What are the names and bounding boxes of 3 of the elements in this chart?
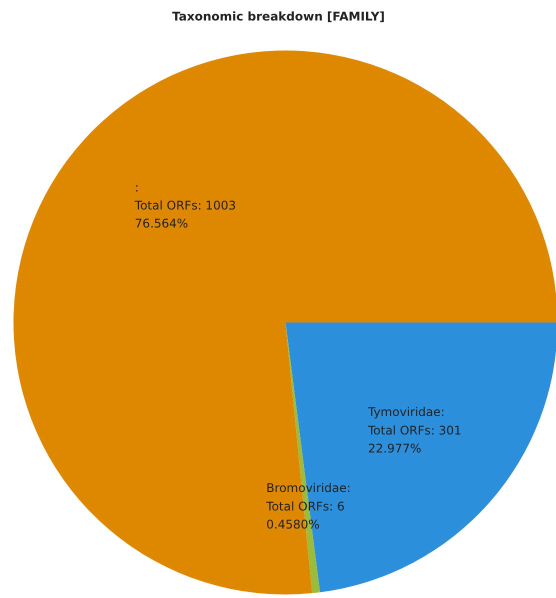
slice-label: Tymoviridae: Total ORFs: 301 22.977% (366, 405, 462, 456)
chart-title: Taxonomic breakdown [FAMILY] (172, 10, 385, 24)
data-label: : Total ORFs: 1003 76.564% (134, 180, 236, 231)
